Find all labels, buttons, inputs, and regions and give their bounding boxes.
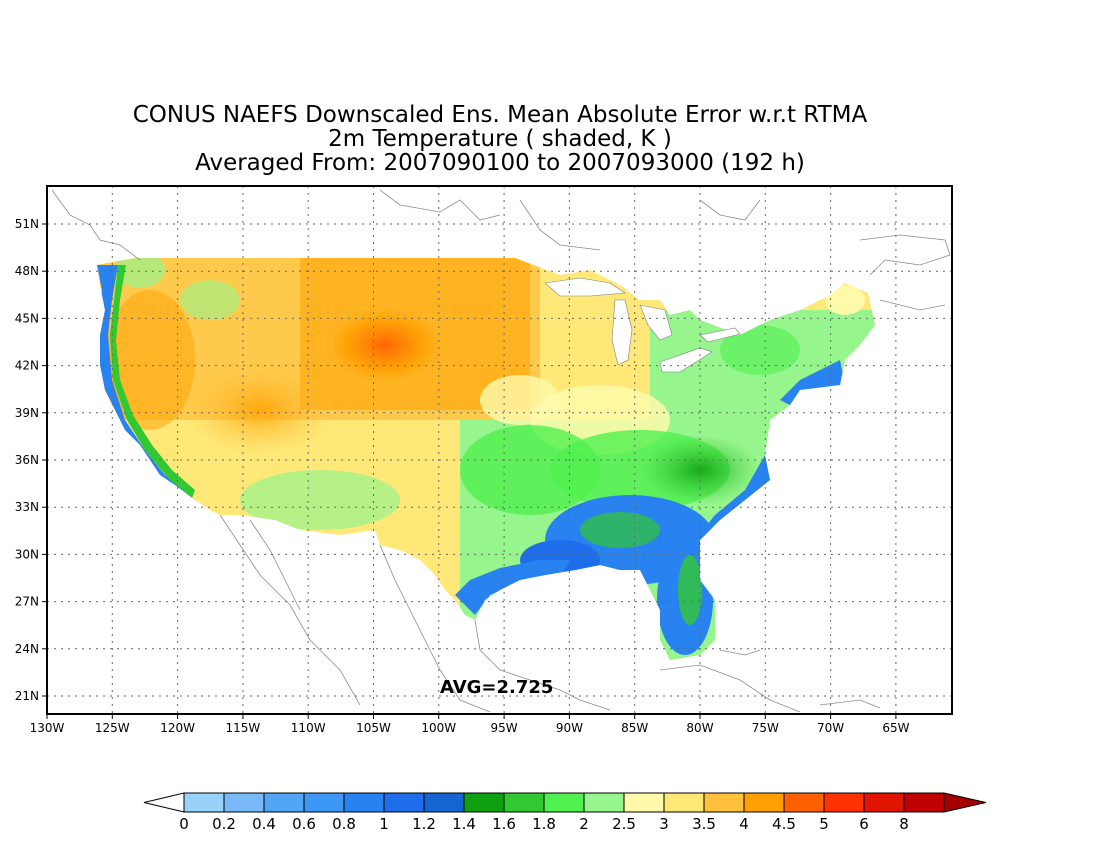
colorbar-label: 0 — [179, 815, 189, 833]
colorbar-swatch — [263, 792, 305, 813]
latitude-tick-label: 27N — [15, 595, 39, 609]
colorbar-label: 1.8 — [532, 815, 556, 833]
map-frame — [46, 185, 953, 715]
colorbar-swatch — [783, 792, 825, 813]
colorbar-label: 1.6 — [492, 815, 516, 833]
colorbar-label: 2 — [579, 815, 589, 833]
latitude-tick-label: 33N — [15, 500, 39, 514]
longitude-tick-label: 110W — [291, 721, 326, 735]
colorbar-swatch — [183, 792, 225, 813]
colorbar-swatch — [663, 792, 705, 813]
colorbar-swatch — [703, 792, 745, 813]
colorbar-label: 2.5 — [612, 815, 636, 833]
average-annotation: AVG=2.725 — [440, 677, 553, 698]
colorbar: 0 0.2 0.4 0.6 0.8 1 1.2 1.4 1.6 1.8 2 2.5 3 3.5 4 4.5 5 6… — [143, 792, 987, 833]
latitude-tick-label: 24N — [15, 642, 39, 656]
colorbar-swatch — [383, 792, 425, 813]
longitude-tick-label: 75W — [752, 721, 779, 735]
colorbar-swatch — [583, 792, 625, 813]
colorbar-label: 3 — [659, 815, 669, 833]
colorbar-swatch — [223, 792, 265, 813]
colorbar-label: 0.2 — [212, 815, 236, 833]
longitude-tick-label: 80W — [686, 721, 713, 735]
longitude-tick-label: 125W — [95, 721, 130, 735]
latitude-tick-label: 39N — [15, 406, 39, 420]
longitude-tick-label: 90W — [556, 721, 583, 735]
longitude-axis: 130W 125W 120W 115W 110W 105W 100W 95W 90W 85W 80W… — [30, 714, 910, 735]
longitude-tick-label: 105W — [356, 721, 391, 735]
colorbar-swatch — [823, 792, 865, 813]
colorbar-swatch — [863, 792, 905, 813]
colorbar-label: 8 — [899, 815, 909, 833]
colorbar-swatch — [343, 792, 385, 813]
colorbar-label: 1 — [379, 815, 389, 833]
chart-title: CONUS NAEFS Downscaled Ens. Mean Absolut… — [132, 102, 868, 128]
latitude-tick-label: 30N — [15, 547, 39, 561]
colorbar-label: 3.5 — [692, 815, 716, 833]
colorbar-swatch — [623, 792, 665, 813]
colorbar-label: 1.2 — [412, 815, 436, 833]
longitude-tick-label: 115W — [226, 721, 261, 735]
longitude-tick-label: 100W — [421, 721, 456, 735]
colorbar-over-triangle — [943, 792, 987, 813]
colorbar-label: 1.4 — [452, 815, 476, 833]
colorbar-swatch — [503, 792, 545, 813]
colorbar-label: 6 — [859, 815, 869, 833]
colorbar-swatch — [743, 792, 785, 813]
longitude-tick-label: 120W — [160, 721, 195, 735]
chart-averaging-period: Averaged From: 2007090100 to 2007093000 … — [195, 150, 805, 176]
latitude-tick-label: 42N — [15, 359, 39, 373]
colorbar-label: 5 — [819, 815, 829, 833]
latitude-tick-label: 21N — [15, 689, 39, 703]
colorbar-under-triangle — [143, 792, 185, 813]
latitude-tick-label: 45N — [15, 311, 39, 325]
colorbar-label: 0.8 — [332, 815, 356, 833]
colorbar-label: 4 — [739, 815, 749, 833]
coastlines — [51, 189, 951, 713]
colorbar-swatch — [423, 792, 465, 813]
colorbar-swatch — [543, 792, 585, 813]
latitude-tick-label: 36N — [15, 453, 39, 467]
colorbar-label: 0.4 — [252, 815, 276, 833]
latitude-tick-label: 51N — [15, 217, 39, 231]
colorbar-label: 4.5 — [772, 815, 796, 833]
latitude-tick-label: 48N — [15, 264, 39, 278]
longitude-tick-label: 130W — [30, 721, 65, 735]
latitude-axis: 51N 48N 45N 42N 39N 36N 33N 30N 27N 24N 21N — [15, 217, 47, 703]
colorbar-swatch — [303, 792, 345, 813]
longitude-tick-label: 85W — [621, 721, 648, 735]
chart-subtitle: 2m Temperature ( shaded, K ) — [328, 126, 672, 152]
longitude-tick-label: 95W — [491, 721, 518, 735]
longitude-tick-label: 70W — [817, 721, 844, 735]
colorbar-swatch — [903, 792, 945, 813]
longitude-tick-label: 65W — [882, 721, 909, 735]
colorbar-label: 0.6 — [292, 815, 316, 833]
colorbar-swatch — [463, 792, 505, 813]
